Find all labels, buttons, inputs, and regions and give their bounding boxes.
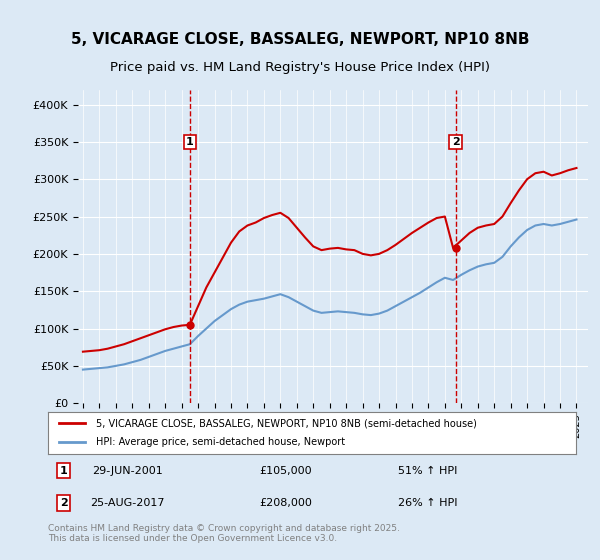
Text: 25-AUG-2017: 25-AUG-2017 xyxy=(90,498,164,508)
Text: Contains HM Land Registry data © Crown copyright and database right 2025.
This d: Contains HM Land Registry data © Crown c… xyxy=(48,524,400,543)
Text: 2: 2 xyxy=(452,137,460,147)
Text: Price paid vs. HM Land Registry's House Price Index (HPI): Price paid vs. HM Land Registry's House … xyxy=(110,60,490,74)
Text: HPI: Average price, semi-detached house, Newport: HPI: Average price, semi-detached house,… xyxy=(95,437,344,447)
Text: 2: 2 xyxy=(60,498,68,508)
Text: 26% ↑ HPI: 26% ↑ HPI xyxy=(398,498,458,508)
Text: 51% ↑ HPI: 51% ↑ HPI xyxy=(398,465,458,475)
Text: 5, VICARAGE CLOSE, BASSALEG, NEWPORT, NP10 8NB (semi-detached house): 5, VICARAGE CLOSE, BASSALEG, NEWPORT, NP… xyxy=(95,418,476,428)
Text: £208,000: £208,000 xyxy=(259,498,312,508)
Text: 5, VICARAGE CLOSE, BASSALEG, NEWPORT, NP10 8NB: 5, VICARAGE CLOSE, BASSALEG, NEWPORT, NP… xyxy=(71,32,529,46)
Text: 1: 1 xyxy=(186,137,194,147)
Text: 29-JUN-2001: 29-JUN-2001 xyxy=(92,465,163,475)
Text: £105,000: £105,000 xyxy=(259,465,312,475)
Text: 1: 1 xyxy=(60,465,68,475)
